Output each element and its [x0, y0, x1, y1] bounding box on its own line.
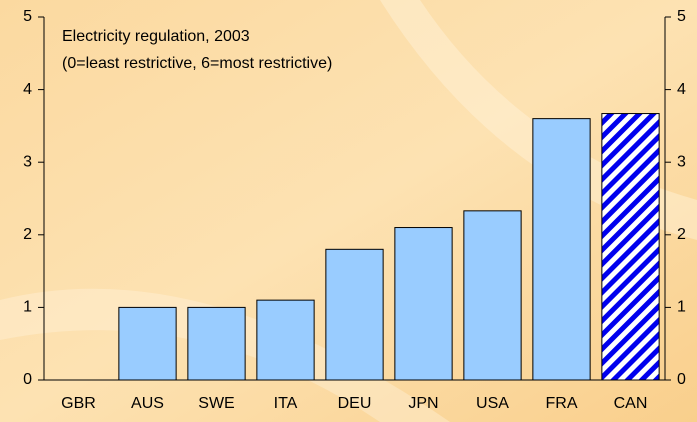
y-tick-label: 4 — [23, 81, 32, 98]
y2-tick-label: 5 — [677, 8, 686, 25]
bar — [256, 299, 315, 381]
y2-tick-label: 3 — [677, 153, 686, 170]
y2-tick-label: 1 — [677, 299, 686, 316]
x-tick-label: GBR — [61, 395, 96, 412]
y-tick-label: 3 — [23, 153, 32, 170]
chart-title: Electricity regulation, 2003 — [62, 28, 250, 45]
y-tick-label: 1 — [23, 299, 32, 316]
background-swoosh — [0, 288, 450, 422]
x-tick-label: DEU — [338, 395, 372, 412]
x-tick-label: AUS — [131, 395, 164, 412]
y2-tick-label: 0 — [677, 371, 686, 388]
y-tick-label: 2 — [23, 226, 32, 243]
x-tick-label: CAN — [614, 395, 648, 412]
bar — [394, 227, 453, 381]
x-tick-label: JPN — [408, 395, 438, 412]
bar — [463, 210, 522, 381]
y-tick-label: 0 — [23, 371, 32, 388]
x-tick-label: SWE — [198, 395, 234, 412]
bar — [325, 248, 384, 381]
bar — [187, 306, 246, 381]
x-tick-label: FRA — [546, 395, 578, 412]
bar — [532, 118, 591, 381]
bar — [118, 306, 177, 381]
x-tick-label: USA — [476, 395, 509, 412]
x-tick-label: ITA — [274, 395, 298, 412]
chart-subtitle: (0=least restrictive, 6=most restrictive… — [62, 55, 332, 72]
y2-tick-label: 2 — [677, 226, 686, 243]
bar — [601, 113, 660, 381]
y-tick-label: 5 — [23, 8, 32, 25]
y2-tick-label: 4 — [677, 81, 686, 98]
